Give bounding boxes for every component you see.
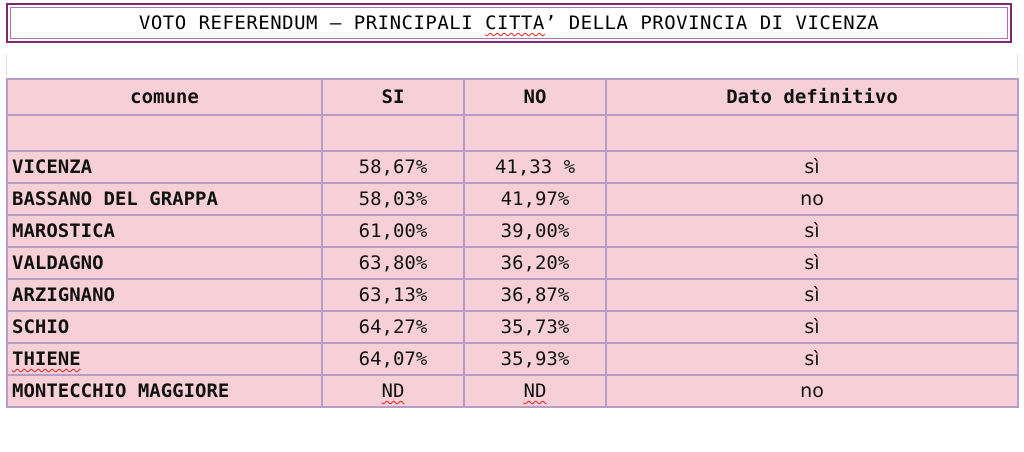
empty-cell xyxy=(321,114,465,152)
cell-comune: ARZIGNANO xyxy=(6,278,323,312)
document-title: VOTO REFERENDUM – PRINCIPALI CITTA’ DELL… xyxy=(6,3,1012,43)
cell-no: 35,73% xyxy=(463,310,607,344)
table-row: VICENZA 58,67% 41,33 % sì xyxy=(6,150,1019,184)
cell-definitivo: sì xyxy=(605,310,1019,344)
table-row: ARZIGNANO 63,13% 36,87% sì xyxy=(6,278,1019,312)
cell-definitivo: sì xyxy=(605,150,1019,184)
flagged-si: ND xyxy=(381,380,405,402)
cell-si: 64,07% xyxy=(321,342,465,376)
cell-no: ND xyxy=(463,374,607,408)
empty-row xyxy=(6,114,1019,152)
header-dato-definitivo: Dato definitivo xyxy=(605,78,1019,116)
empty-cell xyxy=(6,114,323,152)
cell-comune: SCHIO xyxy=(6,310,323,344)
cell-si: 63,80% xyxy=(321,246,465,280)
cell-definitivo: sì xyxy=(605,246,1019,280)
cell-comune: MONTECCHIO MAGGIORE xyxy=(6,374,323,408)
cell-comune: THIENE xyxy=(6,342,323,376)
flagged-no: ND xyxy=(523,380,547,402)
cell-no: 39,00% xyxy=(463,214,607,248)
cell-comune: BASSANO DEL GRAPPA xyxy=(6,182,323,216)
cell-definitivo: sì xyxy=(605,214,1019,248)
empty-cell xyxy=(605,114,1019,152)
cell-no: 41,97% xyxy=(463,182,607,216)
cell-si: ND xyxy=(321,374,465,408)
cell-definitivo: sì xyxy=(605,278,1019,312)
table-row: SCHIO 64,27% 35,73% sì xyxy=(6,310,1019,344)
cell-no: 36,20% xyxy=(463,246,607,280)
table-header-row: comune SI NO Dato definitivo xyxy=(6,78,1019,116)
header-comune: comune xyxy=(6,78,323,116)
spacer-row xyxy=(6,55,1018,75)
cell-si: 64,27% xyxy=(321,310,465,344)
title-suffix: ’ DELLA PROVINCIA DI VICENZA xyxy=(544,12,880,34)
cell-definitivo: no xyxy=(605,374,1019,408)
results-table: comune SI NO Dato definitivo VICENZA 58,… xyxy=(6,78,1019,408)
header-si: SI xyxy=(321,78,465,116)
table-row: VALDAGNO 63,80% 36,20% sì xyxy=(6,246,1019,280)
cell-si: 58,03% xyxy=(321,182,465,216)
header-no: NO xyxy=(463,78,607,116)
title-flagged-word: CITTA xyxy=(485,12,545,34)
cell-definitivo: no xyxy=(605,182,1019,216)
cell-si: 61,00% xyxy=(321,214,465,248)
cell-si: 63,13% xyxy=(321,278,465,312)
cell-si: 58,67% xyxy=(321,150,465,184)
cell-no: 36,87% xyxy=(463,278,607,312)
table-row: THIENE 64,07% 35,93% sì xyxy=(6,342,1019,376)
table-row: MONTECCHIO MAGGIORE ND ND no xyxy=(6,374,1019,408)
cell-definitivo: sì xyxy=(605,342,1019,376)
table-row: MAROSTICA 61,00% 39,00% sì xyxy=(6,214,1019,248)
table-row: BASSANO DEL GRAPPA 58,03% 41,97% no xyxy=(6,182,1019,216)
cell-comune: MAROSTICA xyxy=(6,214,323,248)
cell-no: 41,33 % xyxy=(463,150,607,184)
cell-no: 35,93% xyxy=(463,342,607,376)
empty-cell xyxy=(463,114,607,152)
cell-comune: VICENZA xyxy=(6,150,323,184)
title-prefix: VOTO REFERENDUM – PRINCIPALI xyxy=(138,12,486,34)
flagged-comune: THIENE xyxy=(12,348,81,370)
cell-comune: VALDAGNO xyxy=(6,246,323,280)
